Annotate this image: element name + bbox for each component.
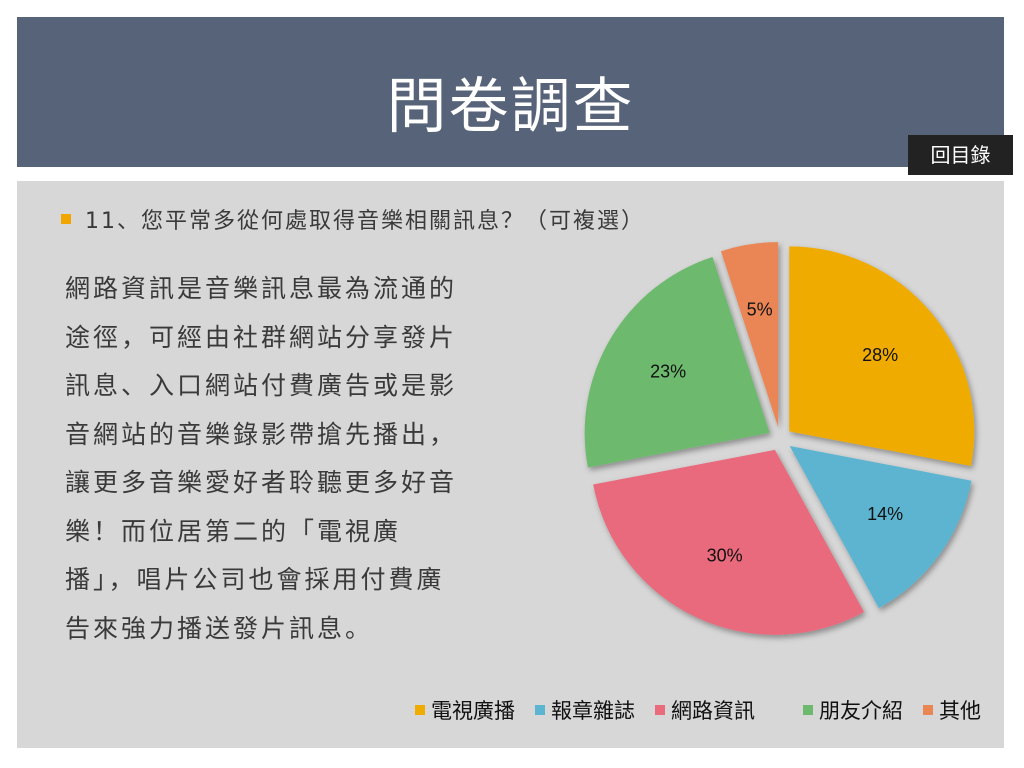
legend-item: 其他 bbox=[923, 695, 981, 725]
pie-slice-label-1: 28% bbox=[862, 345, 898, 365]
survey-question: 11、您平常多從何處取得音樂相關訊息？（可複選） bbox=[61, 203, 645, 235]
legend-item: 電視廣播 bbox=[415, 695, 515, 725]
legend-label: 朋友介紹 bbox=[819, 699, 903, 723]
pie-chart: 28% 14% 30% 23% 5% bbox=[584, 242, 975, 635]
pie-slice-label-5: 5% bbox=[747, 299, 773, 319]
content-panel: 11、您平常多從何處取得音樂相關訊息？（可複選） 網路資訊是音樂訊息最為流通的途… bbox=[17, 181, 1004, 748]
pie-slice-3 bbox=[593, 449, 865, 635]
legend-item: 朋友介紹 bbox=[803, 695, 903, 725]
pie-slice-label-2: 14% bbox=[867, 504, 903, 524]
pie-slice-label-3: 30% bbox=[707, 545, 743, 565]
legend-item: 網路資訊 bbox=[655, 695, 755, 725]
legend-label: 網路資訊 bbox=[671, 699, 755, 723]
survey-question-text: 11、您平常多從何處取得音樂相關訊息？（可複選） bbox=[85, 209, 645, 234]
square-bullet-icon bbox=[61, 214, 71, 224]
legend-label: 電視廣播 bbox=[431, 699, 515, 723]
title-banner: 問卷調查 回目錄 bbox=[17, 17, 1013, 175]
legend-swatch bbox=[655, 705, 665, 715]
analysis-text: 網路資訊是音樂訊息最為流通的途徑，可經由社群網站分享發片訊息、入口網站付費廣告或… bbox=[65, 274, 458, 643]
chart-legend: 電視廣播 報章雜誌 網路資訊 朋友介紹 其他 bbox=[415, 695, 990, 725]
pie-slice-1 bbox=[789, 246, 975, 467]
legend-swatch bbox=[535, 705, 545, 715]
legend-label: 報章雜誌 bbox=[551, 699, 635, 723]
legend-swatch bbox=[803, 705, 813, 715]
legend-label: 其他 bbox=[939, 699, 981, 723]
legend-swatch bbox=[923, 705, 933, 715]
pie-slice-4 bbox=[584, 256, 770, 468]
pie-slice-2 bbox=[789, 446, 972, 609]
legend-swatch bbox=[415, 705, 425, 715]
pie-slice-5 bbox=[720, 242, 779, 428]
back-to-contents-button[interactable]: 回目錄 bbox=[908, 135, 1013, 175]
legend-item: 報章雜誌 bbox=[535, 695, 635, 725]
pie-slice-label-4: 23% bbox=[650, 362, 686, 382]
page-title: 問卷調查 bbox=[386, 72, 635, 142]
